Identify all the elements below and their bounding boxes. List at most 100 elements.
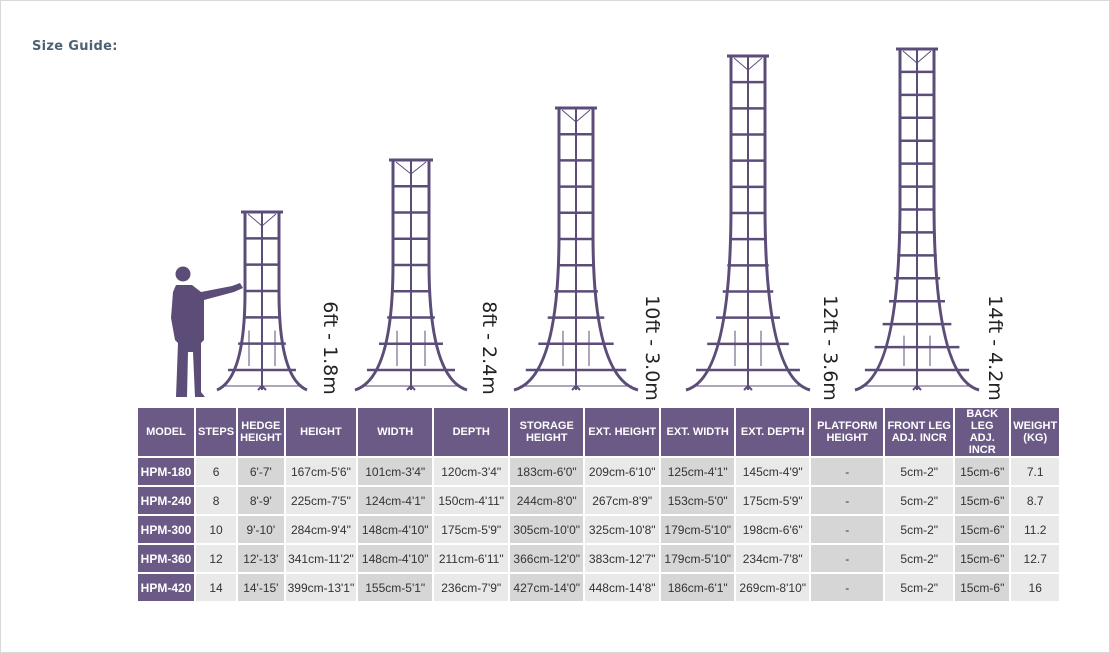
table-cell: 7.1 (1011, 458, 1060, 485)
table-cell: 399cm-13'1" (285, 574, 357, 601)
column-header: WEIGHT (KG) (1011, 408, 1060, 456)
table-cell: 8'-9' (238, 487, 284, 514)
ladder (685, 54, 811, 392)
table-cell: 15cm-6" (955, 545, 1010, 572)
table-cell: 167cm-5'6" (285, 458, 357, 485)
ladder-size-label: 10ft - 3.0m (641, 295, 663, 401)
ladder-group (216, 47, 980, 392)
ladder-size-label: 14ft - 4.2m (984, 295, 1006, 401)
table-cell: 383cm-12'7" (585, 545, 660, 572)
column-header: PLATFORM HEIGHT (811, 408, 884, 456)
column-header: WIDTH (358, 408, 433, 456)
table-cell: - (811, 516, 884, 543)
table-row: HPM-180 6 6'-7' 167cm-5'6" 101cm-3'4" 120cm-3… (138, 458, 1060, 485)
column-header: EXT. DEPTH (736, 408, 810, 456)
ladder-size-label: 8ft - 2.4m (478, 301, 500, 395)
table-row: HPM-360 12 12'-13' 341cm-11'2" 148cm-4'10" 21… (138, 545, 1060, 572)
table-cell: 9'-10' (238, 516, 284, 543)
column-header: BACK LEG ADJ. INCR (955, 408, 1010, 456)
column-header: FRONT LEG ADJ. INCR (885, 408, 954, 456)
table-cell: 209cm-6'10" (585, 458, 660, 485)
table-row: HPM-300 10 9'-10' 284cm-9'4" 148cm-4'10" 175c… (138, 516, 1060, 543)
table-cell: 5cm-2" (885, 574, 954, 601)
table-cell: - (811, 574, 884, 601)
model-cell: HPM-240 (138, 487, 194, 514)
table-cell: 10 (196, 516, 237, 543)
table-cell: 366cm-12'0" (510, 545, 584, 572)
table-cell: 267cm-8'9" (585, 487, 660, 514)
column-header: HEDGE HEIGHT (238, 408, 284, 456)
ladder (513, 106, 639, 392)
table-row: HPM-420 14 14'-15' 399cm-13'1" 155cm-5'1" 236… (138, 574, 1060, 601)
table-cell: 186cm-6'1" (661, 574, 735, 601)
table-cell: 8 (196, 487, 237, 514)
table-cell: 12.7 (1011, 545, 1060, 572)
column-header: MODEL (138, 408, 194, 456)
table-cell: 305cm-10'0" (510, 516, 584, 543)
size-guide-title: Size Guide: (32, 39, 118, 54)
table-cell: 211cm-6'11" (434, 545, 509, 572)
table-cell: 125cm-4'1" (661, 458, 735, 485)
table-cell: - (811, 487, 884, 514)
table-cell: 15cm-6" (955, 458, 1010, 485)
table-cell: 5cm-2" (885, 487, 954, 514)
table-cell: 427cm-14'0" (510, 574, 584, 601)
table-cell: 269cm-8'10" (736, 574, 810, 601)
model-cell: HPM-360 (138, 545, 194, 572)
column-header: STEPS (196, 408, 237, 456)
ladder (854, 47, 980, 392)
table-cell: 183cm-6'0" (510, 458, 584, 485)
table-cell: 120cm-3'4" (434, 458, 509, 485)
table-cell: 145cm-4'9" (736, 458, 810, 485)
table-cell: 179cm-5'10" (661, 545, 735, 572)
column-header: DEPTH (434, 408, 509, 456)
table-cell: 12 (196, 545, 237, 572)
table-cell: 101cm-3'4" (358, 458, 433, 485)
table-row: HPM-240 8 8'-9' 225cm-7'5" 124cm-4'1" 150cm-4… (138, 487, 1060, 514)
table-cell: 225cm-7'5" (285, 487, 357, 514)
ladder-illustration (171, 47, 980, 397)
table-cell: 148cm-4'10" (358, 545, 433, 572)
table-cell: 341cm-11'2" (285, 545, 357, 572)
model-cell: HPM-420 (138, 574, 194, 601)
table-cell: 15cm-6" (955, 574, 1010, 601)
table-cell: 244cm-8'0" (510, 487, 584, 514)
table-cell: 284cm-9'4" (285, 516, 357, 543)
table-cell: 124cm-4'1" (358, 487, 433, 514)
size-table: MODEL STEPS HEDGE HEIGHT HEIGHT WIDTH DEPTH ST… (136, 406, 1061, 603)
table-cell: 6 (196, 458, 237, 485)
ladder (216, 210, 308, 392)
table-cell: 325cm-10'8" (585, 516, 660, 543)
column-header: EXT. WIDTH (661, 408, 735, 456)
table-cell: 175cm-5'9" (736, 487, 810, 514)
model-cell: HPM-180 (138, 458, 194, 485)
column-header: HEIGHT (285, 408, 357, 456)
table-cell: 198cm-6'6" (736, 516, 810, 543)
table-cell: 448cm-14'8" (585, 574, 660, 601)
table-cell: 155cm-5'1" (358, 574, 433, 601)
table-cell: 14 (196, 574, 237, 601)
table-cell: 150cm-4'11" (434, 487, 509, 514)
table-cell: 148cm-4'10" (358, 516, 433, 543)
table-cell: 6'-7' (238, 458, 284, 485)
table-cell: 15cm-6" (955, 516, 1010, 543)
ladder-size-label: 6ft - 1.8m (319, 301, 341, 395)
table-cell: 16 (1011, 574, 1060, 601)
table-cell: 5cm-2" (885, 516, 954, 543)
table-cell: 14'-15' (238, 574, 284, 601)
ladder (354, 158, 468, 392)
table-header-row: MODEL STEPS HEDGE HEIGHT HEIGHT WIDTH DEPTH ST… (138, 408, 1060, 456)
table-cell: 5cm-2" (885, 545, 954, 572)
table-cell: 236cm-7'9" (434, 574, 509, 601)
table-cell: 12'-13' (238, 545, 284, 572)
model-cell: HPM-300 (138, 516, 194, 543)
column-header: EXT. HEIGHT (585, 408, 660, 456)
table-cell: 153cm-5'0" (661, 487, 735, 514)
table-cell: - (811, 458, 884, 485)
table-cell: 5cm-2" (885, 458, 954, 485)
table-cell: - (811, 545, 884, 572)
person-silhouette (171, 266, 243, 397)
column-header: STORAGE HEIGHT (510, 408, 584, 456)
table-cell: 175cm-5'9" (434, 516, 509, 543)
ladder-size-label: 12ft - 3.6m (819, 295, 841, 401)
